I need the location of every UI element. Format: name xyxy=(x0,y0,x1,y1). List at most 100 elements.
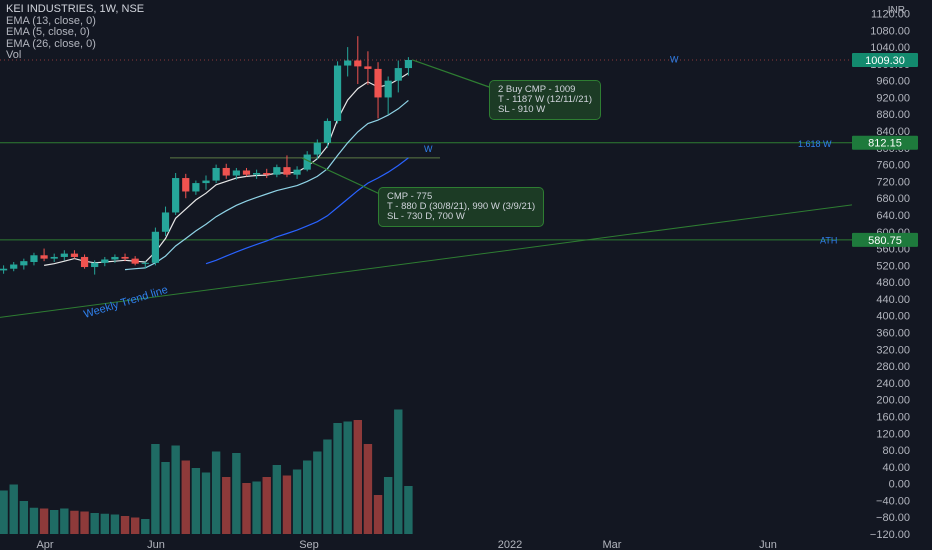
candle-body xyxy=(212,167,220,181)
candle-body xyxy=(141,262,149,264)
price-label-bg xyxy=(852,232,918,247)
volume-bar xyxy=(100,513,109,534)
candle-body xyxy=(10,264,18,269)
ath-label: ATH xyxy=(820,236,837,246)
w-label-lower: W xyxy=(424,144,433,154)
indicator-ema13[interactable]: EMA (13, close, 0) xyxy=(6,14,96,27)
time-tick-label: Mar xyxy=(603,539,622,550)
price-tick-label: 120.00 xyxy=(876,428,910,440)
volume-bar xyxy=(282,475,292,534)
volume-bar xyxy=(232,453,241,534)
buy-note[interactable]: 2 Buy CMP - 1009 T - 1187 W (12/11//21) … xyxy=(489,80,601,120)
candle-body xyxy=(242,170,251,175)
volume-bar xyxy=(171,445,180,534)
price-tick-label: 520.00 xyxy=(876,260,910,272)
candle-body xyxy=(333,65,342,121)
volume-bar xyxy=(222,477,231,534)
candle-body xyxy=(40,255,48,259)
time-tick-label: Jun xyxy=(147,539,165,550)
volume-bar xyxy=(323,439,332,534)
candle-body xyxy=(0,268,8,271)
volume-bar xyxy=(181,460,190,534)
volume-bar xyxy=(70,510,79,534)
chart-legend: KEI INDUSTRIES, 1W, NSE EMA (13, close, … xyxy=(6,3,145,62)
indicator-volume[interactable]: Vol xyxy=(6,49,22,61)
candle-body xyxy=(394,68,402,81)
price-tick-label: 840.00 xyxy=(876,126,910,138)
volume-bar xyxy=(90,513,99,534)
volume-bar xyxy=(262,477,271,534)
volume-bar xyxy=(80,511,89,534)
candle-body xyxy=(182,178,190,192)
candle-body xyxy=(111,256,119,260)
price-label: 580.75 xyxy=(868,235,902,247)
candle-body xyxy=(192,183,200,192)
price-label: 812.15 xyxy=(868,138,902,150)
volume-bar xyxy=(60,508,69,534)
price-tick-label: 80.00 xyxy=(882,445,910,457)
volume-bar xyxy=(211,451,221,534)
price-tick-label: 0.00 xyxy=(889,479,910,491)
candle-body xyxy=(374,68,382,98)
volume-bar xyxy=(252,481,261,534)
candle-body xyxy=(151,231,159,263)
volume-bar xyxy=(313,451,322,534)
volume-bar xyxy=(404,486,413,534)
volume-bar xyxy=(19,501,29,534)
price-tick-label: 720.00 xyxy=(876,176,910,188)
price-tick-label: 880.00 xyxy=(876,109,910,121)
candle-body xyxy=(253,173,261,175)
symbol-title[interactable]: KEI INDUSTRIES, 1W, NSE xyxy=(6,3,145,15)
candle-body xyxy=(232,170,240,176)
time-tick-label: Apr xyxy=(36,539,53,550)
volume-bar xyxy=(242,483,251,534)
volume-bar xyxy=(110,514,120,534)
price-tick-label: 960.00 xyxy=(876,76,910,88)
cmp-note[interactable]: CMP - 775 T - 880 D (30/8/21), 990 W (3/… xyxy=(378,187,545,227)
volume-bar xyxy=(29,507,39,534)
price-tick-label: 160.00 xyxy=(876,411,910,423)
price-label: 1009.30 xyxy=(865,55,905,67)
cmp-note-connector xyxy=(301,157,383,196)
volume-bar xyxy=(272,465,282,534)
volume-bar xyxy=(120,516,130,534)
price-tick-label: 480.00 xyxy=(876,277,910,289)
volume-bar xyxy=(343,421,352,534)
volume-bar xyxy=(50,510,59,534)
price-tick-label: −80.00 xyxy=(876,512,910,524)
candle-body xyxy=(101,259,109,263)
w-label-upper: W xyxy=(670,55,679,65)
candle-body xyxy=(283,167,291,175)
candle-body xyxy=(364,66,372,69)
currency-label: INR xyxy=(888,5,905,16)
candle-body xyxy=(121,256,129,259)
price-tick-label: 200.00 xyxy=(876,395,910,407)
ema13-line xyxy=(124,99,409,271)
price-label-bg xyxy=(852,135,918,150)
fib-label: 1.618 W xyxy=(798,139,832,149)
price-tick-label: 360.00 xyxy=(876,328,910,340)
volume-bar xyxy=(363,444,373,534)
indicator-ema5[interactable]: EMA (5, close, 0) xyxy=(6,26,90,38)
candle-body xyxy=(60,253,68,257)
candle-body xyxy=(273,167,281,175)
time-tick-label: Jun xyxy=(759,539,777,550)
candle-body xyxy=(323,120,332,143)
volume-bar xyxy=(9,484,18,534)
volume-bar xyxy=(353,420,362,534)
price-tick-label: 1080.00 xyxy=(870,25,910,37)
price-tick-label: 40.00 xyxy=(882,462,910,474)
price-tick-label: 1120.00 xyxy=(871,9,910,21)
time-tick-label: 2022 xyxy=(498,539,522,550)
price-tick-label: 1040.00 xyxy=(870,42,910,54)
price-tick-label: 760.00 xyxy=(876,160,910,172)
volume-bar xyxy=(161,462,170,534)
volume-bar xyxy=(333,423,342,534)
indicator-ema26[interactable]: EMA (26, close, 0) xyxy=(6,37,96,50)
candle-body xyxy=(70,253,79,257)
candle-body xyxy=(131,258,139,264)
price-label-bg xyxy=(852,52,918,67)
